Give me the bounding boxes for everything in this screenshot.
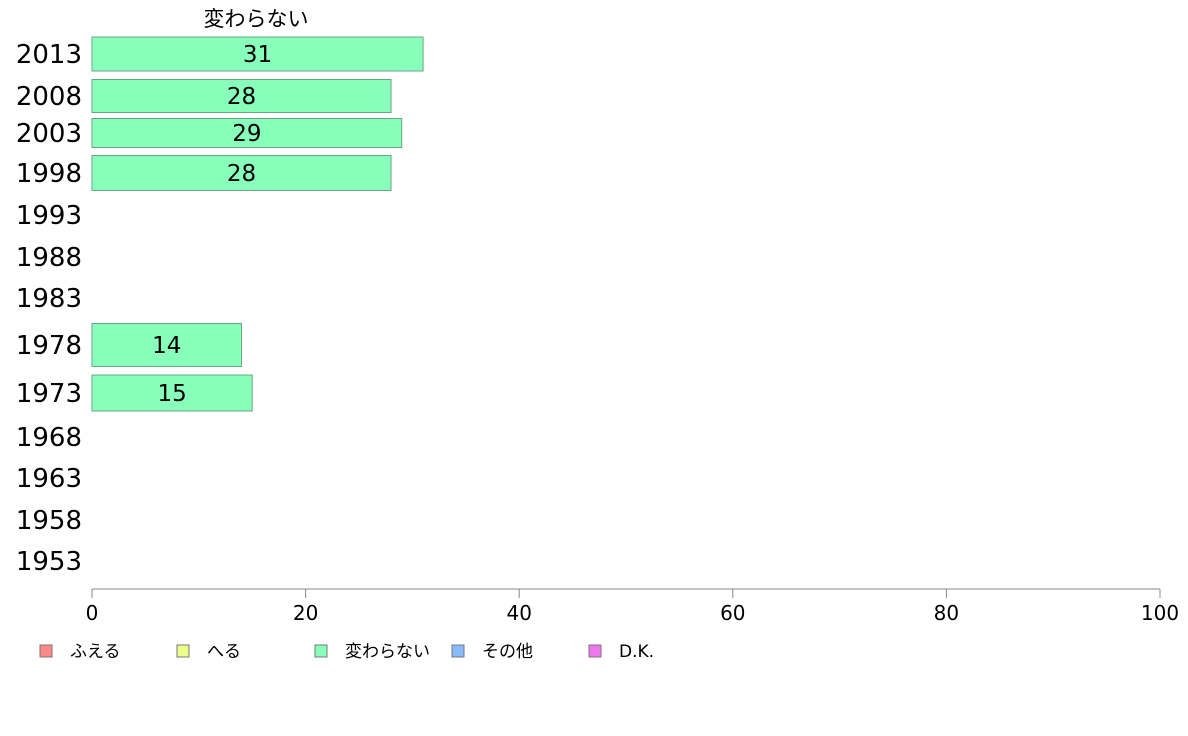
legend-label: ふえる	[70, 642, 121, 662]
year-label: 1968	[16, 423, 82, 453]
year-label: 1958	[16, 506, 82, 536]
year-label: 1993	[16, 201, 82, 231]
x-tick-label: 0	[86, 601, 99, 625]
legend-label: へる	[207, 642, 241, 662]
x-tick-label: 60	[720, 601, 745, 625]
bar-value-label: 14	[152, 333, 181, 359]
year-label: 2013	[16, 40, 82, 70]
bar-value-label: 15	[157, 381, 186, 407]
bar-value-label: 31	[243, 42, 272, 68]
legend: ふえる へる 変わらない その他 D.K.	[39, 642, 654, 662]
series-title: 変わらない	[204, 7, 309, 31]
year-label: 1973	[16, 379, 82, 409]
x-tick-label: 100	[1141, 601, 1179, 625]
year-label: 1978	[16, 331, 82, 361]
legend-label: 変わらない	[345, 642, 430, 662]
bar	[91, 36, 424, 72]
legend-swatch	[314, 644, 328, 658]
year-label: 1963	[16, 464, 82, 494]
year-label: 1998	[16, 159, 82, 189]
year-label: 2008	[16, 82, 82, 112]
bar-value-label: 28	[227, 84, 256, 110]
bar	[91, 155, 392, 191]
year-label: 1983	[16, 284, 82, 314]
bar-value-label: 29	[232, 121, 261, 147]
bar-value-label: 28	[227, 161, 256, 187]
bar	[91, 79, 392, 113]
legend-label: その他	[482, 642, 533, 662]
x-tick-label: 80	[934, 601, 959, 625]
x-tick-label: 40	[506, 601, 531, 625]
legend-swatch	[451, 644, 465, 658]
bar	[91, 374, 253, 412]
year-label: 1953	[16, 547, 82, 577]
bar	[91, 118, 403, 148]
year-label: 2003	[16, 119, 82, 149]
x-axis: 0 20 40 60 80 100	[86, 588, 1179, 625]
legend-label: D.K.	[619, 642, 654, 662]
legend-swatch	[39, 644, 53, 658]
year-label: 1988	[16, 243, 82, 273]
legend-swatch	[588, 644, 602, 658]
bar	[91, 323, 243, 367]
x-tick-label: 20	[293, 601, 318, 625]
legend-swatch	[176, 644, 190, 658]
